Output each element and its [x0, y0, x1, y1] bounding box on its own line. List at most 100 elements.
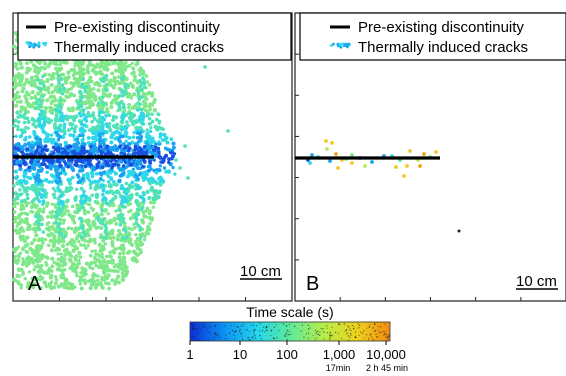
colorbar-speck [196, 329, 198, 331]
crack-point [37, 122, 42, 126]
crack-point [154, 189, 158, 193]
crack-point [13, 191, 18, 196]
colorbar-speck [253, 331, 255, 333]
crack-point [115, 277, 119, 281]
crack-point [120, 120, 125, 125]
crack-point [82, 243, 87, 248]
crack-point [49, 119, 53, 123]
crack-point [123, 129, 128, 134]
crack-point [42, 66, 47, 71]
crack-point [121, 164, 126, 168]
crack-point [336, 166, 340, 170]
crack-point [15, 196, 20, 201]
crack-point [110, 278, 115, 282]
crack-point [13, 169, 19, 174]
colorbar-speck [260, 338, 262, 340]
colorbar-speck [337, 332, 339, 335]
crack-point [120, 113, 125, 118]
crack-point [58, 115, 63, 119]
crack-point [36, 269, 41, 274]
colorbar-speck [206, 327, 208, 329]
crack-point [22, 238, 27, 244]
colorbar-speck [375, 333, 377, 335]
colorbar-speck [314, 338, 316, 340]
crack-point [62, 235, 67, 239]
crack-point [105, 144, 110, 149]
crack-point [158, 155, 162, 159]
crack-point [147, 121, 152, 126]
crack-point [50, 256, 55, 261]
crack-point [16, 280, 21, 285]
crack-point [37, 219, 41, 223]
crack-point [136, 247, 141, 251]
crack-point [15, 273, 20, 278]
crack-point [49, 231, 54, 236]
legend-crack-dot [339, 43, 342, 47]
crack-point [130, 243, 135, 247]
crack-point [69, 266, 74, 271]
crack-point [152, 200, 157, 205]
crack-point [92, 131, 97, 135]
colorbar-speck [239, 330, 241, 332]
crack-point [64, 281, 70, 286]
crack-point [121, 251, 126, 256]
crack-point [51, 192, 57, 197]
crack-point [105, 67, 110, 72]
crack-point [124, 77, 129, 81]
crack-point [45, 222, 49, 226]
crack-point [136, 185, 140, 190]
crack-point [20, 211, 24, 215]
crack-point [145, 91, 150, 96]
colorbar-speck [191, 324, 194, 326]
crack-point [37, 86, 41, 90]
crack-point [104, 231, 109, 236]
crack-point [116, 228, 121, 233]
crack-point [63, 60, 67, 64]
crack-point [69, 283, 74, 288]
colorbar: Time scale (s) 1 10 100 1,000 10,000 17min 2… [186, 304, 408, 373]
crack-point [102, 247, 106, 251]
crack-point [104, 83, 109, 87]
colorbar-speck [351, 324, 353, 326]
colorbar-speck [340, 337, 343, 339]
crack-point [139, 134, 144, 139]
crack-point [121, 117, 125, 122]
crack-point [28, 186, 32, 191]
crack-point [49, 273, 54, 278]
crack-point [138, 125, 143, 130]
crack-point [69, 81, 74, 85]
crack-point [30, 199, 34, 204]
crack-point [14, 83, 19, 88]
crack-point [108, 199, 113, 204]
crack-point [82, 189, 86, 194]
crack-point [36, 78, 41, 82]
crack-point [56, 284, 62, 289]
crack-point [12, 219, 18, 224]
crack-point [113, 144, 117, 149]
legend-b-discontinuity-label: Pre-existing discontinuity [358, 19, 524, 36]
crack-point [129, 169, 134, 174]
crack-point [144, 215, 148, 219]
crack-point [29, 95, 34, 100]
crack-point [109, 100, 114, 105]
crack-point [39, 254, 43, 258]
crack-point [38, 192, 42, 196]
colorbar-speck [383, 334, 385, 336]
crack-point [90, 249, 94, 253]
crack-point [100, 165, 105, 170]
crack-point [56, 206, 61, 211]
crack-point [101, 265, 106, 269]
colorbar-speck [354, 336, 356, 338]
crack-point [106, 150, 110, 155]
crack-point [75, 234, 80, 238]
crack-point [39, 78, 44, 83]
panel-b-legend-box [299, 12, 566, 61]
crack-point [69, 254, 74, 259]
crack-point [150, 119, 155, 124]
crack-point [25, 116, 30, 121]
crack-point [12, 210, 17, 214]
crack-point [162, 155, 167, 160]
crack-point [119, 148, 124, 152]
colorbar-speck [383, 330, 385, 333]
crack-point [72, 220, 77, 225]
